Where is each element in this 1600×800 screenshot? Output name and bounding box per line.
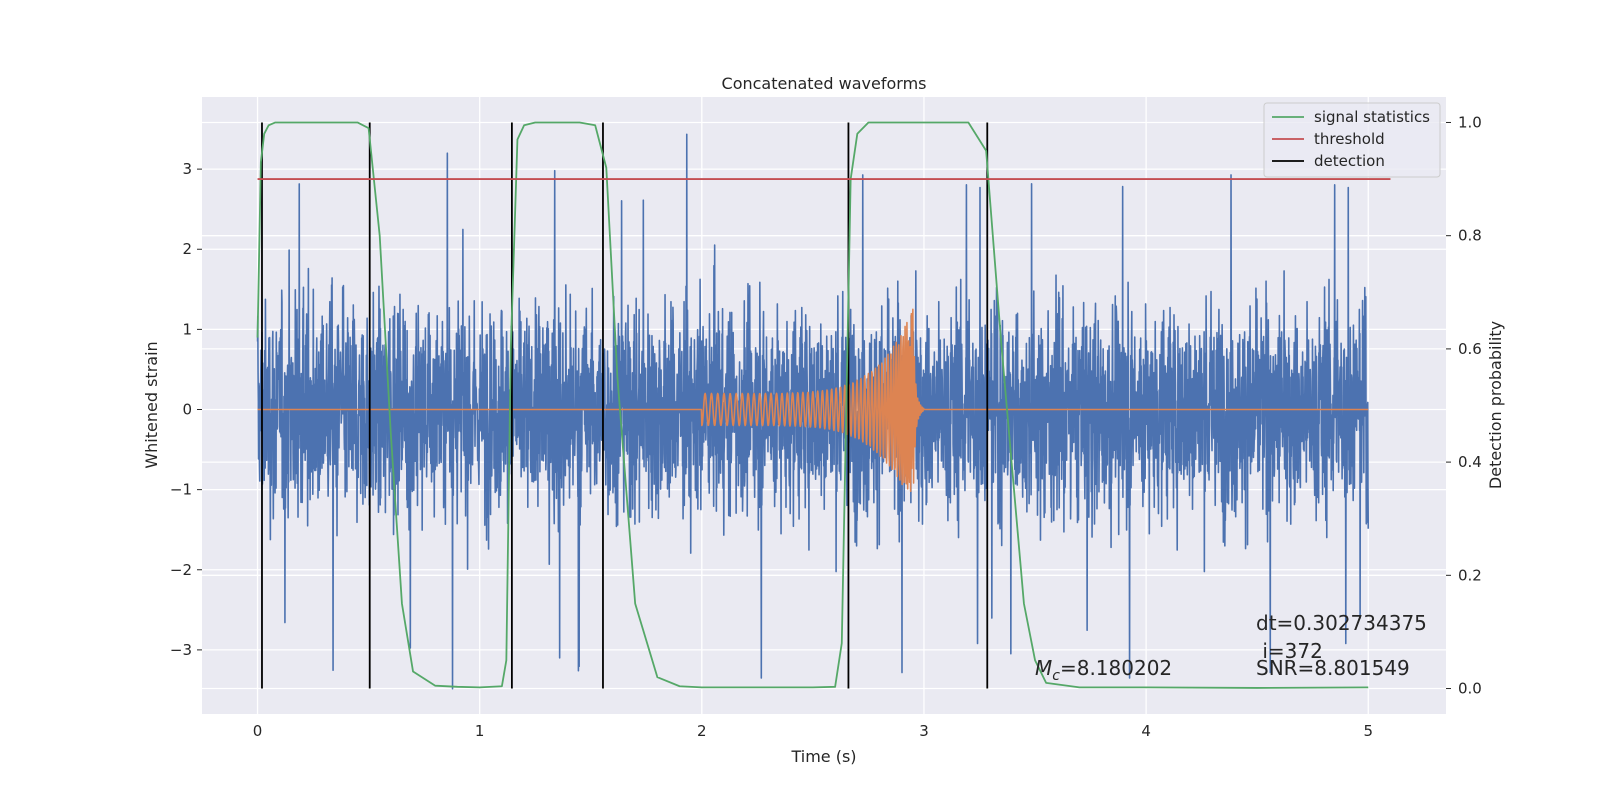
y-tick-label: 0 (182, 401, 192, 419)
chart-title: Concatenated waveforms (722, 74, 927, 93)
axis-ticks: 0 1 2 3 4 5 −3 −2 −1 0 1 2 3 0.0 0.2 0.4 0.6 0.8 1.0 (170, 113, 1482, 740)
annotations: dt=0.302734375 i=372 Mc=8.180202 SNR=8.8… (1035, 611, 1427, 684)
y2-tick-label: 0.8 (1458, 227, 1482, 245)
y2-tick-label: 1.0 (1458, 113, 1482, 131)
annotation-snr: SNR=8.801549 (1256, 656, 1410, 680)
annotation-chirp-mass-subscript: c (1052, 668, 1060, 684)
x-tick-label: 3 (919, 722, 929, 740)
y-tick-label: −1 (170, 481, 192, 499)
y-tick-label: 3 (182, 160, 192, 178)
x-tick-label: 4 (1141, 722, 1151, 740)
annotation-chirp-mass-symbol: M (1035, 656, 1052, 680)
legend: signal statistics threshold detection (1263, 102, 1441, 178)
detection-lines (261, 122, 989, 689)
x-tick-label: 5 (1363, 722, 1373, 740)
y2-tick-label: 0.4 (1458, 453, 1482, 471)
annotation-index: i=372 (1256, 639, 1323, 663)
x-tick-label: 1 (475, 722, 485, 740)
y-axis-label: Whitened strain (142, 341, 161, 468)
x-tick-label: 2 (697, 722, 707, 740)
series-signal-statistics (256, 121, 1369, 689)
series-injected-chirp (257, 308, 1369, 492)
y2-tick-label: 0.0 (1458, 680, 1482, 698)
x-axis-label: Time (s) (790, 747, 856, 766)
chirp-trace (257, 308, 1369, 492)
y2-tick-label: 0.2 (1458, 566, 1482, 584)
annotation-chirp-mass-value: =8.180202 (1060, 656, 1172, 680)
y-tick-label: 2 (182, 240, 192, 258)
strain-trace (256, 133, 1370, 690)
signal-statistics-line (256, 121, 1369, 689)
annotation-dt: dt=0.302734375 (1256, 611, 1427, 635)
y-tick-label: −3 (170, 641, 192, 659)
annotation-chirp-mass: Mc=8.180202 (1035, 656, 1172, 684)
legend-label-signal-statistics: signal statistics (1314, 108, 1430, 126)
x-tick-label: 0 (253, 722, 263, 740)
legend-box (1263, 102, 1441, 178)
y-tick-label: −2 (170, 561, 192, 579)
y2-tick-label: 0.6 (1458, 340, 1482, 358)
y-tick-label: 1 (182, 320, 192, 338)
legend-label-detection: detection (1314, 152, 1385, 170)
series-whitened-strain (256, 133, 1370, 690)
legend-label-threshold: threshold (1314, 130, 1385, 148)
y2-axis-label: Detection probability (1486, 321, 1505, 489)
